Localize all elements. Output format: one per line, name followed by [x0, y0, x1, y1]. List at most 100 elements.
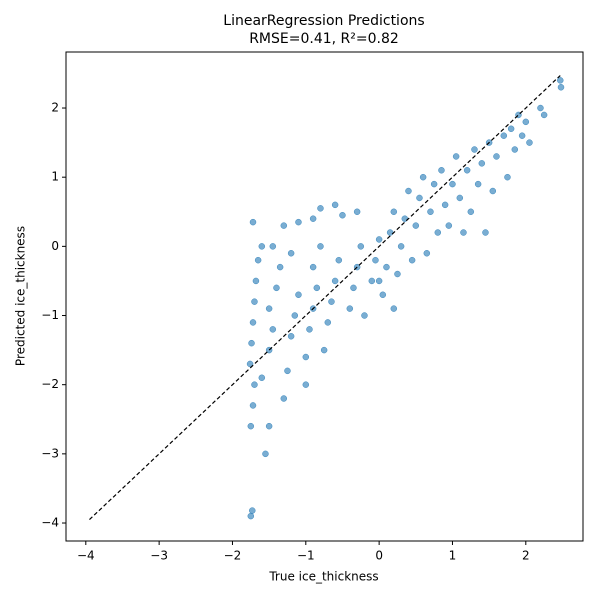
point — [518, 132, 526, 139]
point — [320, 346, 328, 354]
point — [249, 319, 257, 326]
point — [526, 139, 533, 146]
point — [397, 243, 405, 250]
point — [379, 291, 387, 299]
x-tick-label: 0 — [375, 549, 383, 563]
point — [489, 187, 497, 195]
point — [394, 270, 401, 278]
point — [467, 208, 475, 216]
point — [309, 215, 317, 222]
point — [317, 243, 324, 250]
point — [302, 353, 310, 361]
point — [317, 205, 324, 212]
y-tick-label: 1 — [51, 170, 59, 184]
point — [452, 153, 460, 160]
point — [493, 153, 500, 160]
point — [258, 243, 266, 250]
point — [434, 229, 442, 236]
point — [295, 291, 302, 299]
point — [507, 125, 515, 133]
point — [441, 201, 449, 209]
point — [328, 298, 335, 305]
point — [280, 395, 288, 402]
point — [416, 194, 423, 202]
point — [375, 236, 383, 243]
point — [390, 305, 398, 312]
point — [247, 422, 255, 430]
point — [291, 312, 299, 319]
point — [372, 256, 379, 264]
x-tick-label: −4 — [77, 549, 95, 563]
point — [405, 187, 412, 195]
point — [423, 250, 431, 257]
point — [346, 305, 354, 312]
x-tick-label: 2 — [522, 549, 530, 563]
point — [471, 146, 478, 153]
x-tick-label: −3 — [150, 549, 168, 563]
point — [251, 298, 258, 305]
chart-title: LinearRegression Predictions — [223, 13, 424, 29]
point — [249, 218, 257, 226]
point — [504, 173, 511, 181]
point — [357, 243, 365, 250]
point — [302, 381, 310, 388]
point — [287, 333, 295, 340]
point — [252, 277, 260, 285]
y-tick-label: −1 — [41, 308, 59, 322]
point — [500, 132, 508, 139]
chart-subtitle: RMSE=0.41, R²=0.82 — [249, 31, 399, 47]
y-tick-label: −3 — [41, 446, 59, 460]
point — [427, 208, 434, 216]
point — [262, 450, 269, 458]
y-tick-label: −2 — [41, 377, 59, 391]
point — [295, 218, 302, 226]
point — [258, 374, 266, 382]
point — [350, 284, 357, 292]
point — [540, 111, 548, 119]
point — [251, 381, 258, 388]
point — [430, 180, 438, 188]
point — [449, 180, 456, 188]
point — [249, 507, 256, 514]
point — [383, 263, 390, 271]
point — [537, 104, 544, 112]
x-tick-label: −2 — [224, 549, 242, 563]
point — [474, 180, 482, 188]
point — [276, 263, 284, 271]
point — [353, 208, 361, 216]
point — [324, 319, 332, 326]
point — [313, 284, 321, 292]
point — [248, 339, 255, 347]
x-tick-label: −1 — [297, 549, 315, 563]
point — [273, 284, 280, 292]
point — [249, 402, 257, 409]
point — [361, 312, 368, 319]
identity-line — [89, 75, 561, 520]
point — [339, 211, 346, 219]
y-tick-label: 2 — [51, 101, 59, 115]
point — [445, 222, 453, 229]
point — [412, 222, 420, 229]
point — [331, 277, 339, 285]
point — [557, 77, 564, 84]
point — [254, 256, 262, 264]
point — [478, 160, 486, 167]
point — [309, 263, 317, 271]
point — [247, 512, 255, 520]
point — [331, 201, 339, 209]
point — [287, 250, 295, 257]
point — [265, 305, 273, 312]
point — [408, 256, 416, 264]
point — [284, 367, 291, 375]
point — [386, 229, 394, 236]
point — [438, 167, 445, 174]
point — [511, 146, 519, 153]
point — [522, 118, 530, 126]
point — [419, 173, 427, 181]
y-axis-label: Predicted ice_thickness — [14, 226, 28, 366]
point — [463, 167, 471, 174]
point — [557, 84, 565, 91]
y-tick-label: 0 — [51, 239, 59, 253]
point — [269, 243, 277, 250]
